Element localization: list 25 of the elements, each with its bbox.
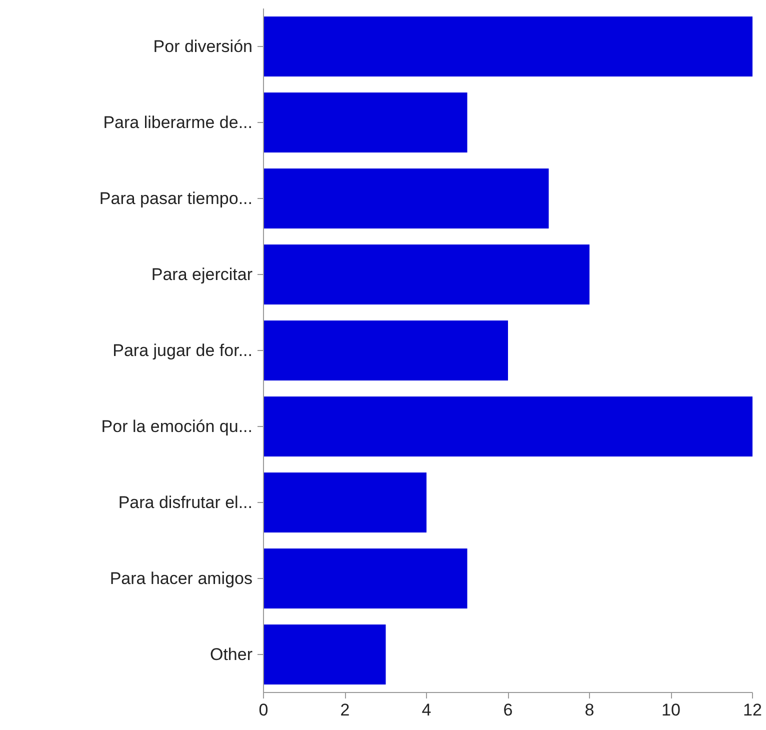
x-tick-label: 10 xyxy=(662,700,680,720)
x-tick-label: 8 xyxy=(584,700,594,720)
y-tick-label: Para pasar tiempo... xyxy=(99,189,253,208)
bar xyxy=(264,472,426,533)
x-tick-label: 12 xyxy=(743,700,762,720)
y-tick-label: Para hacer amigos xyxy=(110,569,253,588)
y-tick-label: Para liberarme de... xyxy=(103,113,253,132)
bar xyxy=(264,396,752,457)
x-tick-label: 4 xyxy=(422,700,432,720)
bar xyxy=(264,320,508,381)
bar xyxy=(264,548,468,609)
bar xyxy=(264,244,590,305)
bar xyxy=(264,624,386,685)
y-tick-label: Other xyxy=(210,645,253,664)
bar xyxy=(264,92,468,153)
y-tick-label: Por diversión xyxy=(153,37,253,56)
x-tick-label: 6 xyxy=(503,700,513,720)
y-tick-label: Para disfrutar el... xyxy=(118,493,253,512)
y-tick-label: Para jugar de for... xyxy=(112,341,253,360)
bar xyxy=(264,16,752,77)
bar xyxy=(264,168,549,229)
x-tick-label: 0 xyxy=(258,700,268,720)
x-tick-label: 2 xyxy=(340,700,350,720)
y-tick-label: Para ejercitar xyxy=(151,265,253,284)
y-tick-label: Por la emoción qu... xyxy=(101,417,253,436)
